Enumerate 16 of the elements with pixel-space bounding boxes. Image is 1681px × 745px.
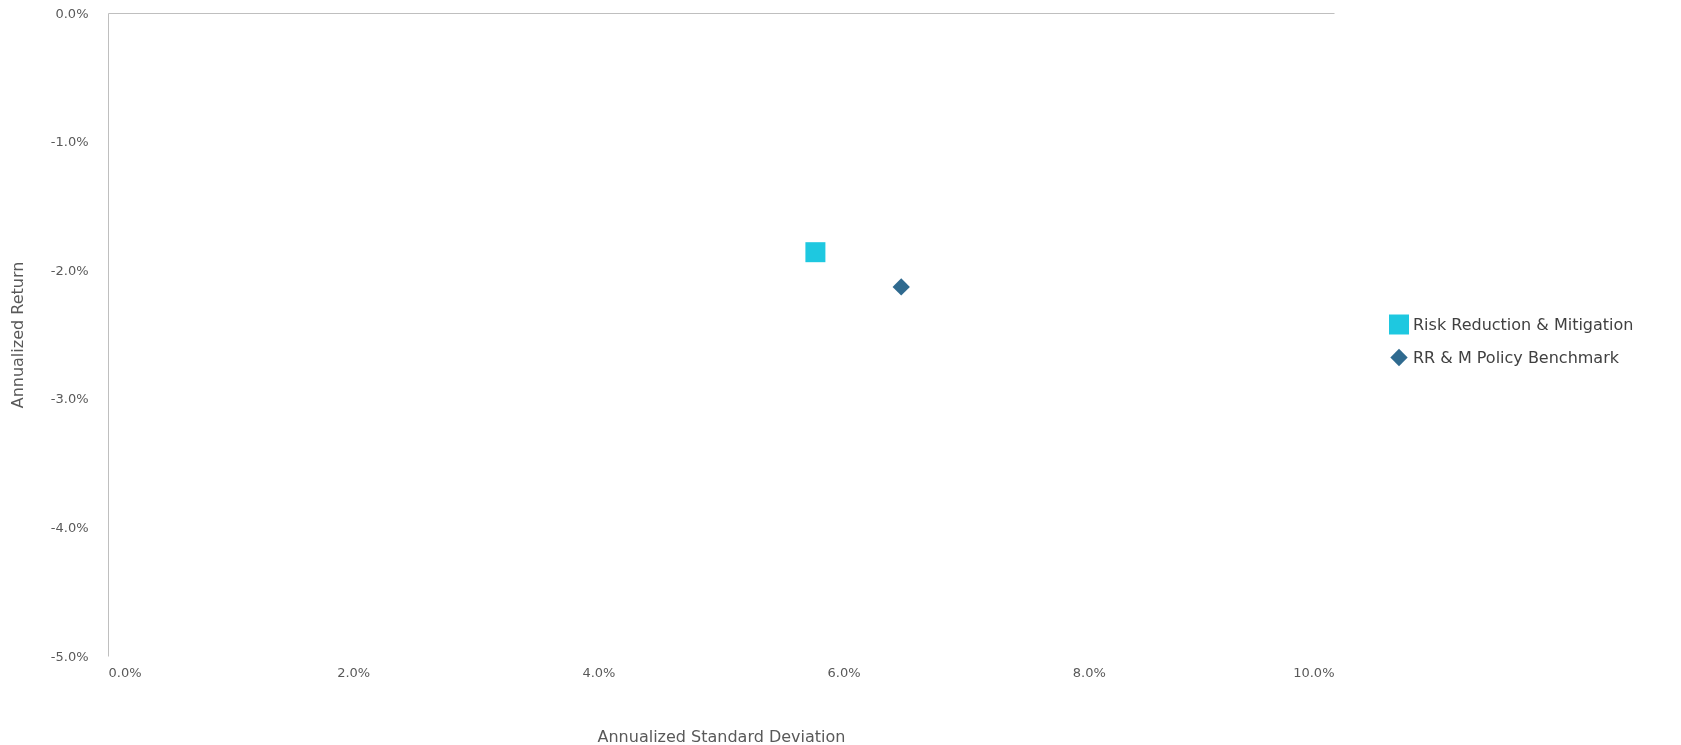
legend-label: RR & M Policy Benchmark: [1413, 347, 1620, 367]
y-tick-label: -3.0%: [50, 391, 89, 407]
x-tick-label: 8.0%: [1072, 664, 1106, 680]
y-tick-label: -4.0%: [50, 519, 89, 535]
y-tick-label: -5.0%: [50, 648, 89, 664]
x-tick-label: 4.0%: [582, 664, 616, 680]
y-tick-label: -1.0%: [50, 134, 89, 150]
x-tick-label: 2.0%: [337, 664, 371, 680]
x-axis-title: Annualized Standard Deviation: [597, 726, 846, 745]
y-axis-title: Annualized Return: [7, 261, 27, 409]
y-tick-label: 0.0%: [55, 5, 89, 21]
y-tick-label: -2.0%: [50, 262, 89, 278]
legend-label: Risk Reduction & Mitigation: [1413, 314, 1634, 334]
x-tick-label: 6.0%: [827, 664, 861, 680]
x-tick-label: 0.0%: [108, 664, 142, 680]
x-tick-label: 10.0%: [1293, 664, 1335, 680]
